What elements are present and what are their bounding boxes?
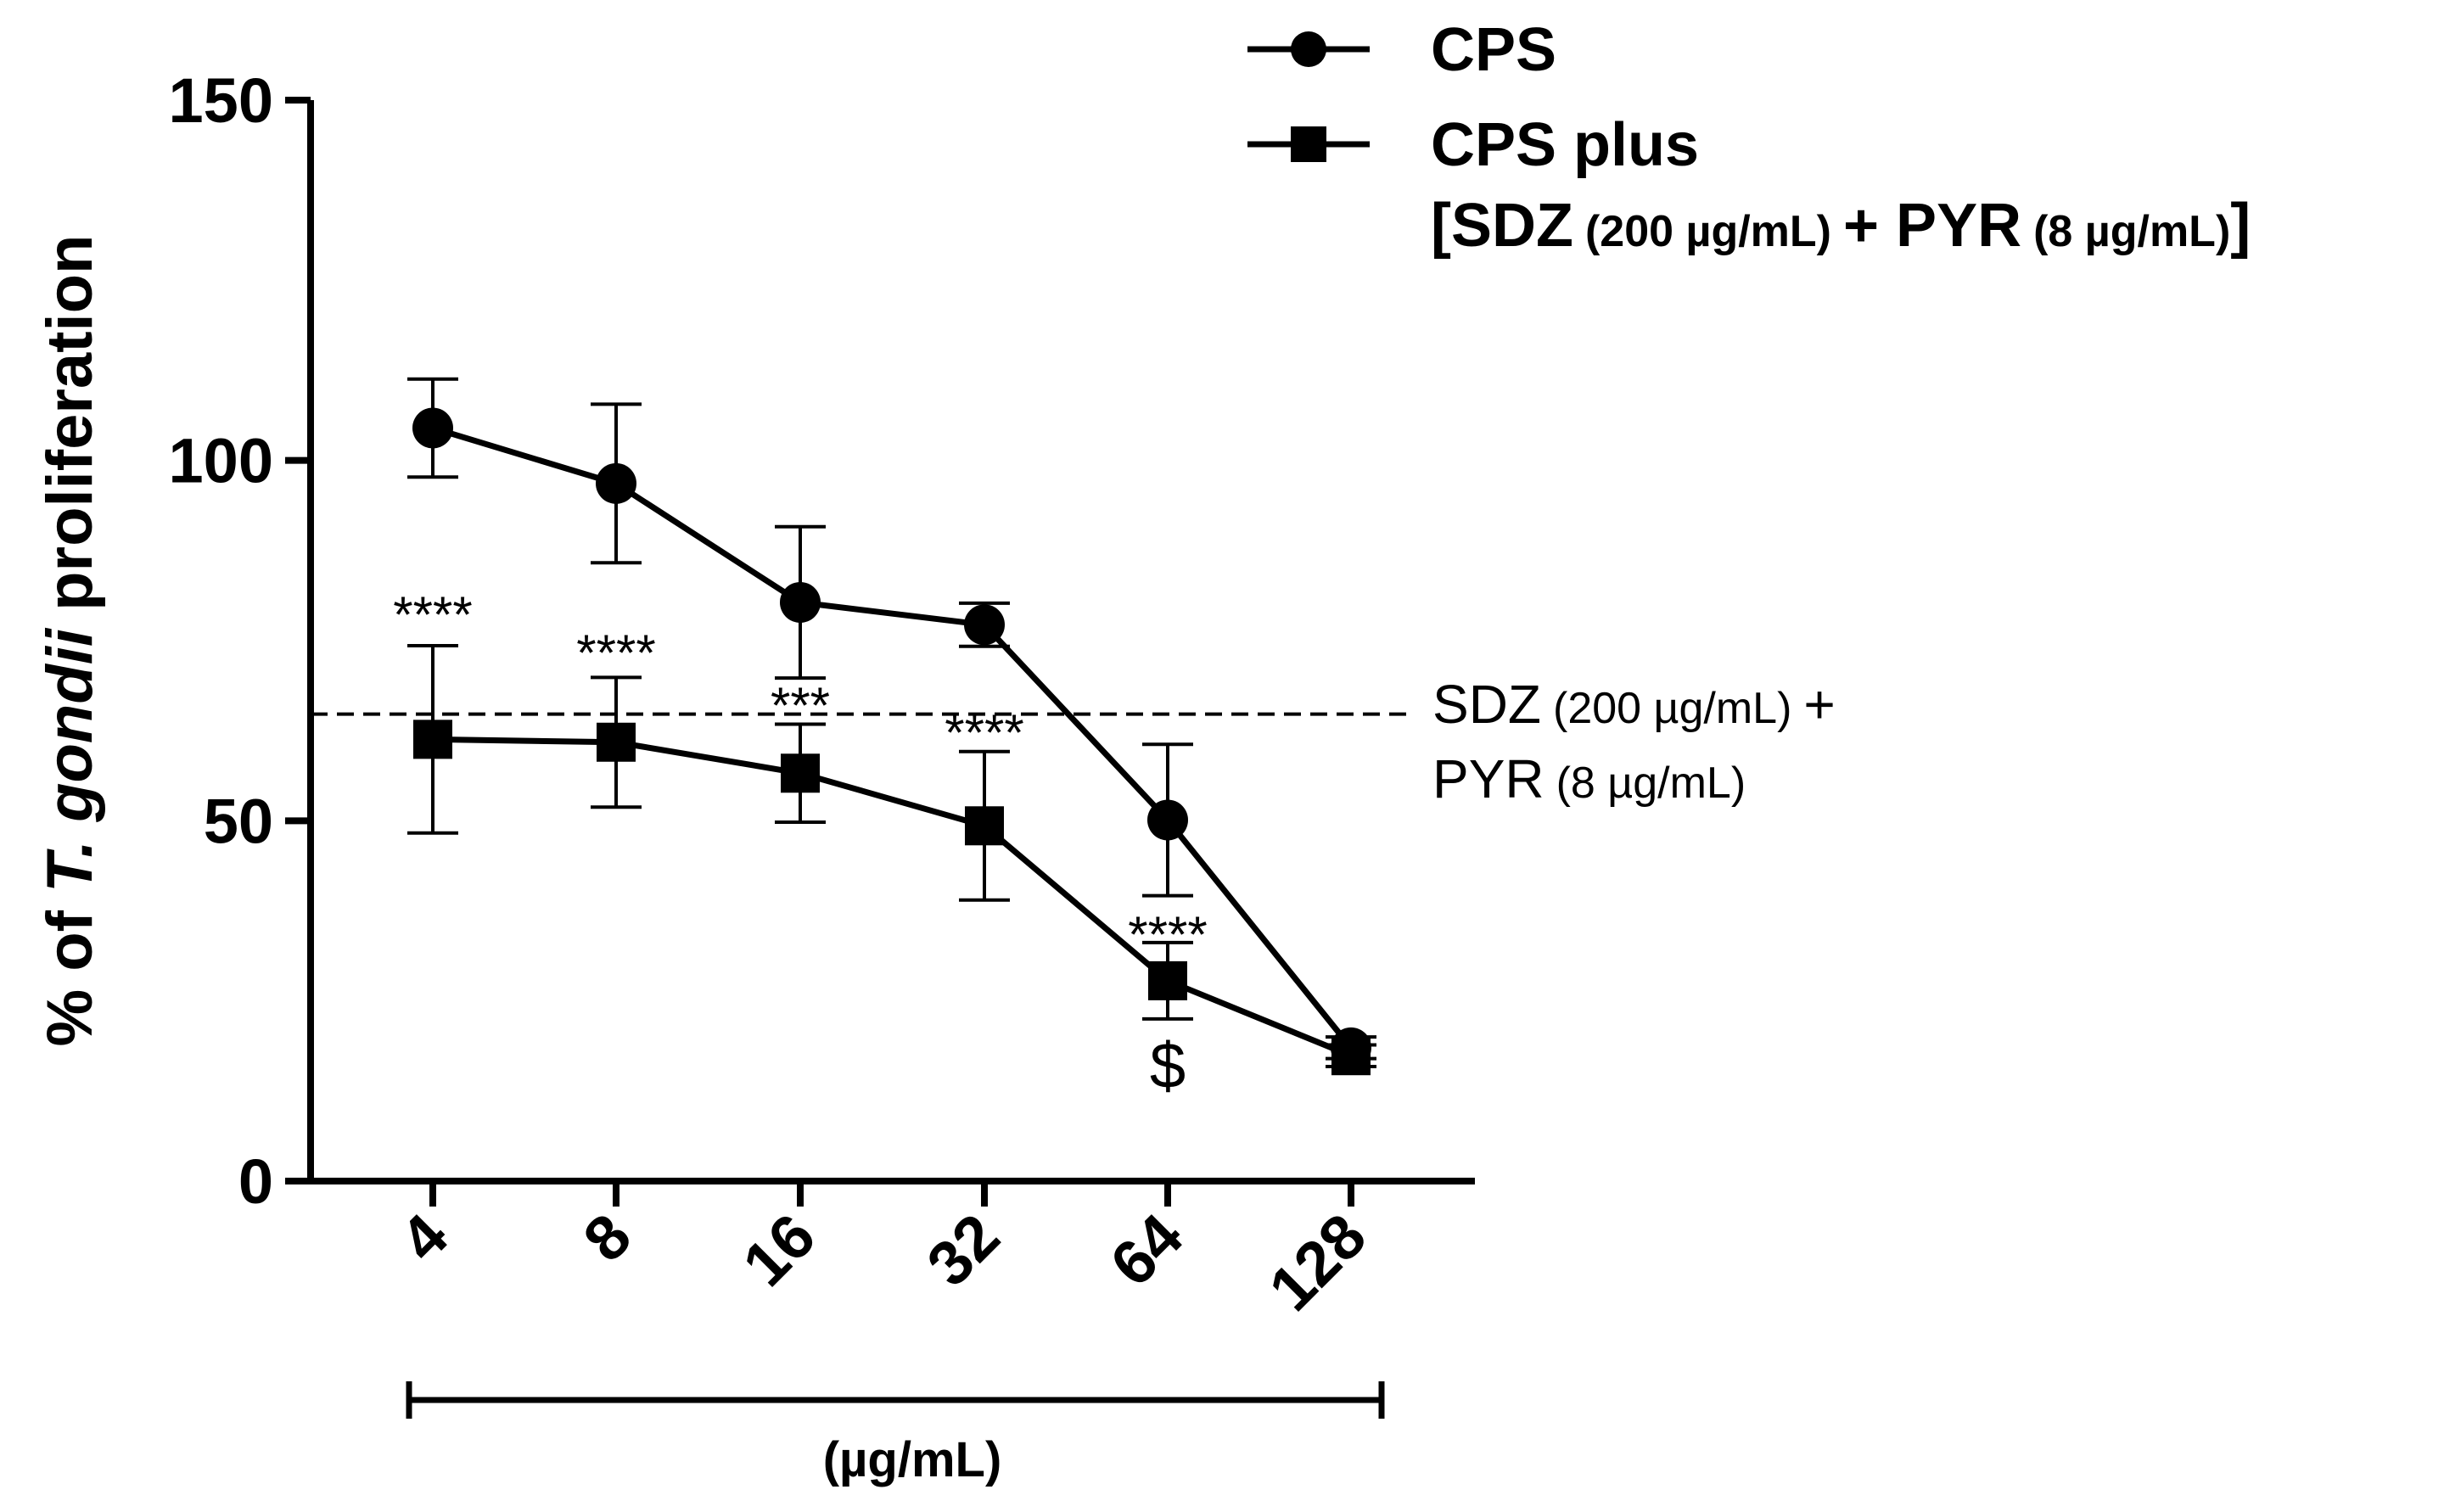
error-bars [407,377,1376,1068]
series-line-1 [431,425,1354,1050]
point-circle [412,407,453,449]
y-tick-label: 100 [169,426,273,496]
legend-label-cps: CPS [1431,16,1556,84]
significance-stars: **** [393,586,472,643]
ref-pyr-text: PYR [1432,748,1544,809]
y-tick-label: 50 [204,786,273,856]
y-axis-title-suffix: proliferation [34,235,106,629]
point-circle [964,604,1005,646]
significance-stars: **** [1128,906,1207,963]
point-square [1331,1036,1371,1076]
ref-sdz-dose: (200 µg/mL) [1553,684,1791,733]
series-lines [431,425,1354,1059]
y-ticks: 0 50 100 150 [169,65,311,1217]
x-tick-label: 4 [387,1201,462,1275]
legend-dose1: (200 µg/mL) [1585,207,1831,256]
point-square [597,722,636,762]
legend-marker-square [1291,126,1326,162]
point-circle [1147,799,1188,841]
x-ticks: 4 8 16 32 64 128 [387,1181,1379,1324]
y-tick-label: 150 [169,65,273,136]
legend-open: [SDZ [1431,192,1573,260]
series-line-2 [432,736,1353,1059]
x-tick-label: 128 [1255,1201,1379,1324]
reference-label-line1: SDZ (200 µg/mL) + [1432,674,1836,735]
ref-pyr-dose: (8 µg/mL) [1556,759,1746,808]
x-axis-title: (µg/mL) [823,1432,1002,1487]
significance-stars: **** [945,704,1023,761]
point-square [413,720,452,759]
point-circle [596,462,636,504]
reference-label-line2: PYR (8 µg/mL) [1432,748,1746,809]
legend-marker-circle [1291,31,1326,67]
legend-dose2: (8 µg/mL) [2033,207,2230,256]
legend: CPS CPS plus [SDZ (200 µg/mL) + PYR (8 µg/m… [1247,16,2251,260]
y-tick-label: 0 [238,1146,273,1217]
x-tick-label: 64 [1096,1201,1196,1300]
point-square [965,806,1004,846]
y-axis-title-prefix: % of [34,893,106,1047]
dollar-annotation: $ [1150,1030,1186,1102]
significance-stars: **** [576,624,655,681]
legend-label-cps-plus: CPS plus [1431,111,1699,179]
point-square [1148,960,1187,1000]
legend-close: ] [2230,192,2251,260]
ref-plus: + [1803,674,1835,735]
legend-mid: + PYR [1843,192,2021,260]
x-tick-label: 8 [570,1201,645,1275]
x-tick-label: 32 [913,1201,1012,1300]
point-circle [780,581,821,623]
legend-label-cps-plus-line2: [SDZ (200 µg/mL) + PYR (8 µg/mL)] [1431,192,2251,260]
significance-annotations: *********** ********$ [393,586,1207,1102]
significance-stars: *** [771,677,830,734]
point-square [781,753,820,793]
series-markers [412,407,1371,1076]
y-axis-title: % of T. gondii proliferation [34,235,106,1047]
x-tick-label: 16 [729,1201,828,1300]
ref-sdz-text: SDZ [1432,674,1541,735]
y-axis-title-italic: T. gondii [34,627,106,893]
